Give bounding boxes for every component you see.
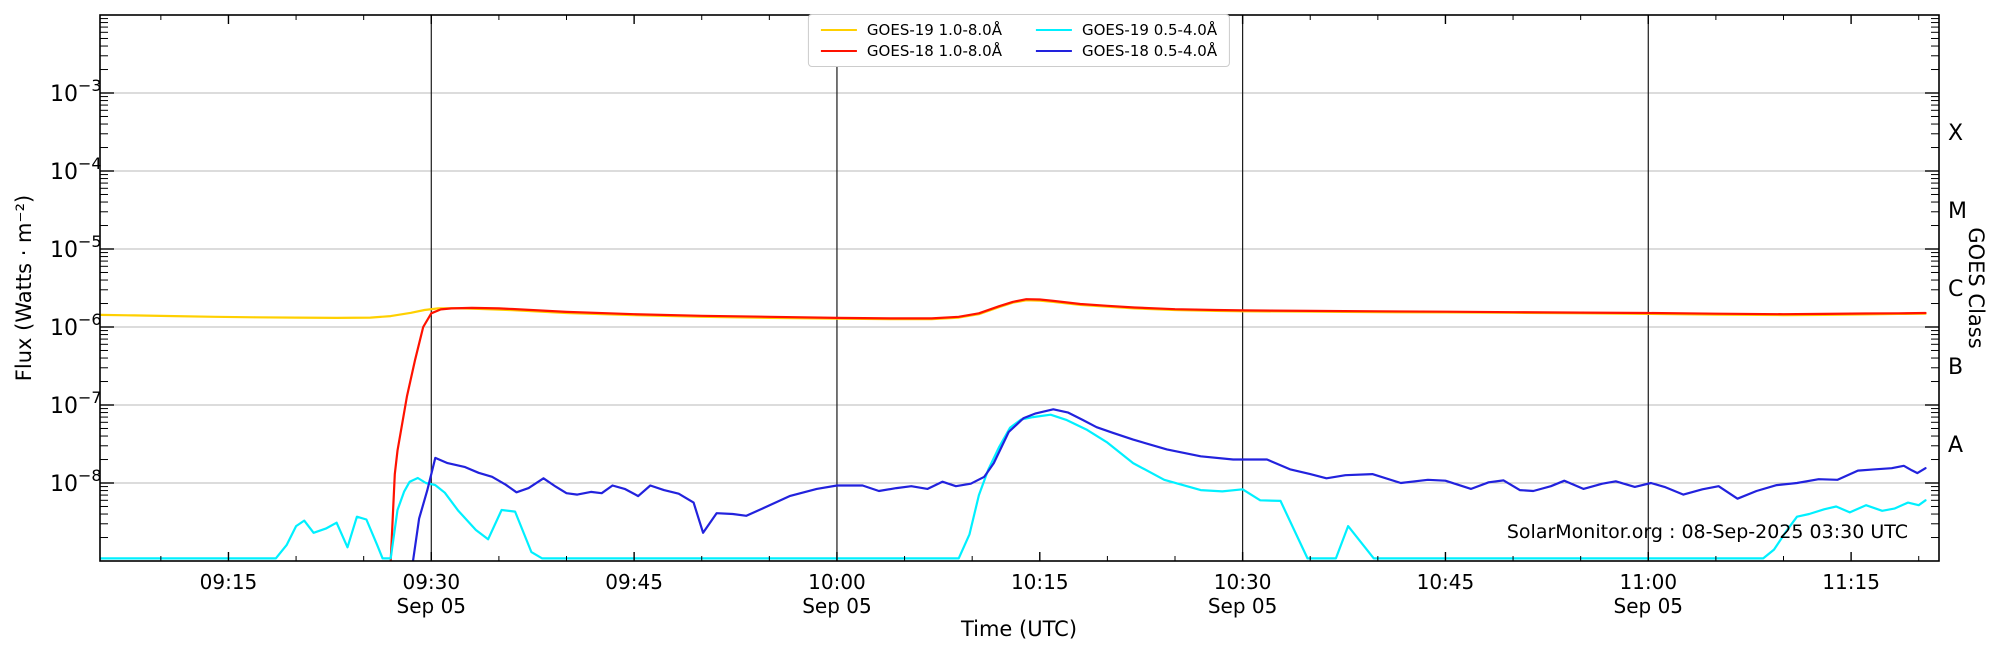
- legend-line-swatch: [1036, 50, 1072, 52]
- x-tick-date-label: Sep 05: [1614, 594, 1684, 618]
- y-tick-label: 10−4: [50, 154, 102, 185]
- legend: GOES-19 1.0-8.0Å GOES-19 0.5-4.0Å GOES-18 …: [807, 14, 1231, 67]
- x-tick-label: 10:45: [1417, 570, 1475, 594]
- x-tick-label: 10:30: [1214, 570, 1272, 594]
- legend-entry: GOES-18 0.5-4.0Å: [1036, 42, 1217, 60]
- goes-class-label: M: [1948, 199, 1967, 224]
- series-line-2: [100, 413, 1927, 560]
- y-tick-label: 10−3: [50, 76, 102, 107]
- y-tick-label: 10−8: [50, 466, 102, 497]
- goes-class-label: C: [1948, 277, 1963, 302]
- legend-entry: GOES-18 1.0-8.0Å: [820, 42, 1002, 60]
- legend-line-swatch: [820, 29, 857, 31]
- x-tick-label: 11:00: [1619, 570, 1677, 594]
- y-axis-title: Flux (Watts · m⁻²): [12, 194, 36, 382]
- x-tick-label: 10:15: [1011, 570, 1069, 594]
- legend-label: GOES-19 1.0-8.0Å: [866, 21, 1002, 39]
- goes-class-label: B: [1948, 355, 1963, 380]
- legend-line-swatch: [820, 50, 857, 52]
- legend-entry: GOES-19 1.0-8.0Å: [820, 21, 1002, 39]
- series-line-3: [411, 408, 1927, 561]
- plot-border: [99, 14, 1940, 562]
- legend-label: GOES-18 1.0-8.0Å: [866, 42, 1002, 60]
- legend-entry: GOES-19 0.5-4.0Å: [1036, 21, 1217, 39]
- y-tick-label: 10−6: [50, 310, 102, 341]
- goes-class-label: A: [1948, 433, 1963, 458]
- watermark-text: SolarMonitor.org : 08-Sep-2025 03:30 UTC: [1506, 521, 1908, 543]
- legend-label: GOES-19 0.5-4.0Å: [1082, 21, 1218, 39]
- goes-class-label: X: [1948, 121, 1963, 146]
- right-axis-title: GOES Class: [1964, 227, 1988, 349]
- series-line-0: [100, 299, 1927, 321]
- x-tick-date-label: Sep 05: [397, 594, 467, 618]
- x-tick-label: 09:45: [605, 570, 663, 594]
- x-tick-label: 09:15: [200, 570, 258, 594]
- y-tick-label: 10−7: [50, 388, 102, 419]
- legend-label: GOES-18 0.5-4.0Å: [1082, 42, 1218, 60]
- x-tick-label: 11:15: [1822, 570, 1880, 594]
- series-line-1: [389, 298, 1927, 561]
- x-axis-title: Time (UTC): [960, 617, 1078, 641]
- x-tick-label: 10:00: [808, 570, 866, 594]
- x-tick-date-label: Sep 05: [802, 594, 872, 618]
- x-tick-label: 09:30: [402, 570, 460, 594]
- x-tick-date-label: Sep 05: [1208, 594, 1278, 618]
- legend-line-swatch: [1036, 29, 1072, 31]
- y-tick-label: 10−5: [50, 232, 102, 263]
